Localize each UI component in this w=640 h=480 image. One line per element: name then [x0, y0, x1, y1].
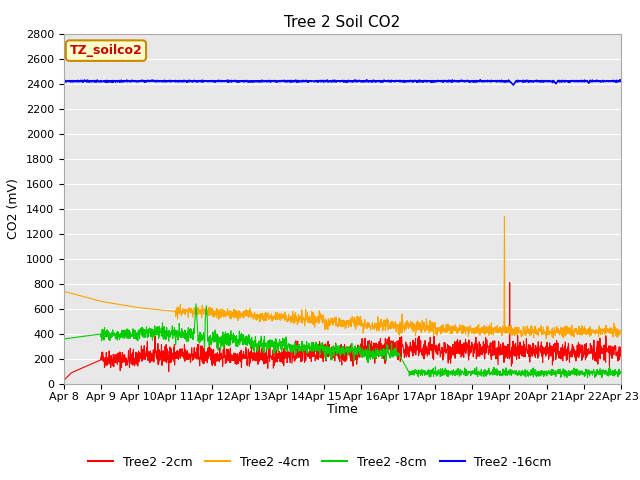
Title: Tree 2 Soil CO2: Tree 2 Soil CO2 — [284, 15, 401, 30]
X-axis label: Time: Time — [327, 403, 358, 416]
Y-axis label: CO2 (mV): CO2 (mV) — [8, 179, 20, 239]
Text: TZ_soilco2: TZ_soilco2 — [70, 44, 142, 57]
Legend: Tree2 -2cm, Tree2 -4cm, Tree2 -8cm, Tree2 -16cm: Tree2 -2cm, Tree2 -4cm, Tree2 -8cm, Tree… — [83, 451, 557, 474]
